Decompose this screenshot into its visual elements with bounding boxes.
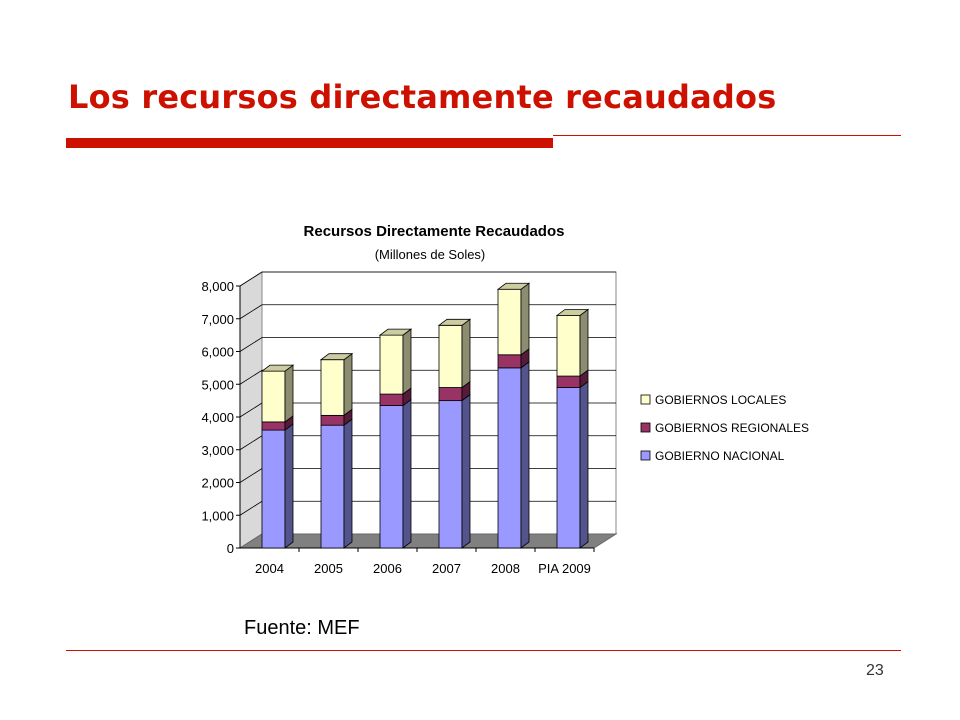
legend-swatch bbox=[640, 394, 651, 405]
legend-label: GOBIERNOS LOCALES bbox=[655, 393, 786, 407]
bar-segment bbox=[497, 361, 530, 549]
footer-rule bbox=[66, 650, 901, 651]
title-underline-thin bbox=[553, 135, 901, 136]
bar-front bbox=[320, 414, 345, 426]
bar-side bbox=[343, 418, 353, 549]
bar-side bbox=[579, 380, 589, 549]
bar-segment bbox=[319, 352, 354, 417]
bar-top bbox=[555, 309, 590, 316]
bar-side bbox=[461, 393, 471, 549]
y-tick-label: 8,000 bbox=[201, 279, 234, 294]
chart-title: Recursos Directamente Recaudados bbox=[304, 223, 565, 240]
bar-front bbox=[379, 393, 404, 406]
chart-legend: GOBIERNOS LOCALES GOBIERNOS REGIONALES GOB… bbox=[640, 393, 809, 463]
x-tick-label: 2008 bbox=[491, 561, 520, 576]
y-tick-label: 4,000 bbox=[201, 410, 234, 425]
page-number: 23 bbox=[866, 662, 884, 679]
legend-label: GOBIERNOS REGIONALES bbox=[655, 421, 809, 435]
bar-side bbox=[284, 423, 294, 549]
bar-segment bbox=[261, 423, 294, 549]
bar-side bbox=[579, 308, 589, 377]
bar-front bbox=[497, 367, 522, 549]
bar-front bbox=[438, 324, 463, 388]
bar-segment bbox=[437, 318, 472, 389]
bar-front bbox=[438, 400, 463, 549]
x-tick-label: 2007 bbox=[432, 561, 461, 576]
bar-segment bbox=[378, 328, 413, 395]
bar-top bbox=[378, 328, 413, 336]
bar-segment bbox=[260, 364, 295, 423]
bar-side bbox=[343, 352, 353, 417]
legend-item: GOBIERNOS REGIONALES bbox=[640, 421, 809, 435]
bar-front bbox=[556, 375, 581, 388]
legend-swatch bbox=[640, 422, 651, 433]
legend-label: GOBIERNO NACIONAL bbox=[655, 449, 785, 463]
bar-top bbox=[496, 282, 531, 290]
bar-front bbox=[379, 334, 404, 395]
bar-segment bbox=[555, 308, 590, 377]
bar-front bbox=[261, 421, 286, 431]
y-tick-label: 3,000 bbox=[201, 443, 234, 458]
bar-top bbox=[319, 353, 354, 361]
bar-segment bbox=[379, 398, 412, 549]
x-tick-label: 2004 bbox=[255, 561, 284, 576]
bar-side bbox=[284, 364, 294, 423]
bar-front bbox=[556, 315, 581, 377]
y-tick-label: 5,000 bbox=[201, 377, 234, 392]
y-tick-label: 2,000 bbox=[201, 476, 234, 491]
y-tick-label: 0 bbox=[227, 541, 234, 556]
bar-segment bbox=[438, 393, 471, 549]
y-tick-label: 1,000 bbox=[201, 508, 234, 523]
bar-side bbox=[520, 282, 530, 356]
bar-front bbox=[497, 354, 522, 369]
title-underline-thick bbox=[66, 138, 553, 148]
legend-item: GOBIERNOS LOCALES bbox=[640, 393, 786, 407]
x-tick-label: 2005 bbox=[314, 561, 343, 576]
bar-side bbox=[520, 361, 530, 549]
chart-subtitle: (Millones de Soles) bbox=[375, 247, 486, 262]
legend-item: GOBIERNO NACIONAL bbox=[640, 449, 785, 463]
y-tick-label: 7,000 bbox=[201, 312, 234, 327]
legend-swatch bbox=[640, 450, 651, 461]
slide-title: Los recursos directamente recaudados bbox=[68, 78, 777, 116]
bar-segment bbox=[496, 282, 531, 356]
bar-top bbox=[260, 364, 295, 372]
bar-front bbox=[320, 424, 345, 549]
bar-side bbox=[461, 318, 471, 389]
bar-top bbox=[437, 318, 472, 326]
x-tick-label: PIA 2009 bbox=[538, 561, 591, 576]
source-note: Fuente: MEF bbox=[244, 617, 360, 639]
bar-front bbox=[320, 359, 345, 416]
x-tick-label: 2006 bbox=[373, 561, 402, 576]
bar-segment bbox=[556, 380, 589, 549]
bar-side bbox=[402, 398, 412, 549]
bar-side bbox=[402, 328, 412, 395]
bar-front bbox=[497, 288, 522, 356]
bar-segment bbox=[497, 347, 530, 369]
bar-segment bbox=[320, 418, 353, 549]
bar-front bbox=[261, 370, 286, 423]
bar-front bbox=[438, 387, 463, 402]
bar-front bbox=[379, 405, 404, 549]
gridline bbox=[239, 271, 616, 287]
bar-front bbox=[261, 429, 286, 549]
bar-front bbox=[556, 387, 581, 549]
y-tick-label: 6,000 bbox=[201, 345, 234, 360]
